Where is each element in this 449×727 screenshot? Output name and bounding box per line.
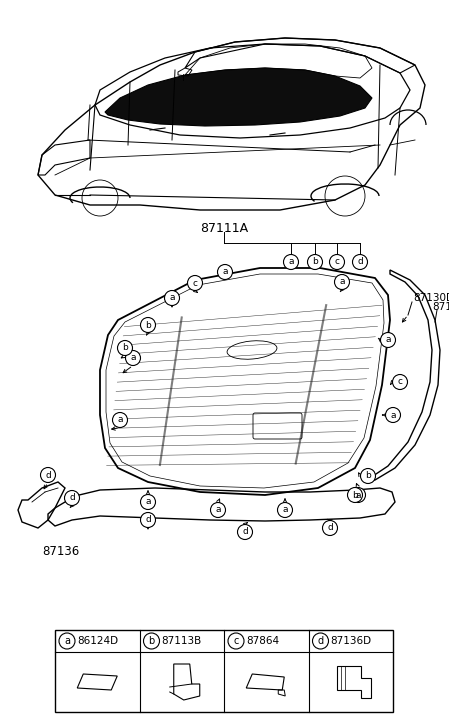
Text: a: a xyxy=(145,497,151,507)
Circle shape xyxy=(330,254,344,270)
Circle shape xyxy=(322,521,338,536)
Circle shape xyxy=(126,350,141,366)
Circle shape xyxy=(335,275,349,289)
Text: b: b xyxy=(145,321,151,329)
Circle shape xyxy=(392,374,408,390)
Text: d: d xyxy=(317,636,324,646)
Text: b: b xyxy=(352,491,358,499)
Text: b: b xyxy=(148,636,154,646)
Circle shape xyxy=(65,491,79,505)
Circle shape xyxy=(238,524,252,539)
Text: 87111A: 87111A xyxy=(200,222,248,235)
Text: 87130D: 87130D xyxy=(413,293,449,303)
Circle shape xyxy=(313,633,329,649)
Text: a: a xyxy=(282,505,288,515)
Circle shape xyxy=(144,633,159,649)
Circle shape xyxy=(211,502,225,518)
Circle shape xyxy=(348,488,362,502)
Polygon shape xyxy=(105,68,372,126)
Text: 87136: 87136 xyxy=(42,545,79,558)
Circle shape xyxy=(228,633,244,649)
Circle shape xyxy=(351,488,365,502)
Text: 86124D: 86124D xyxy=(77,636,118,646)
Text: 87130D: 87130D xyxy=(432,302,449,312)
Circle shape xyxy=(361,468,375,483)
Circle shape xyxy=(118,340,132,356)
Circle shape xyxy=(164,291,180,305)
Circle shape xyxy=(277,502,292,518)
Text: 87113B: 87113B xyxy=(162,636,202,646)
Circle shape xyxy=(141,513,155,528)
Text: d: d xyxy=(242,528,248,537)
Circle shape xyxy=(217,265,233,279)
Text: 87136D: 87136D xyxy=(330,636,372,646)
Text: d: d xyxy=(45,470,51,480)
Text: a: a xyxy=(117,416,123,425)
Text: c: c xyxy=(233,636,239,646)
Text: a: a xyxy=(169,294,175,302)
Circle shape xyxy=(141,494,155,510)
Text: a: a xyxy=(130,353,136,363)
Text: a: a xyxy=(390,411,396,419)
Circle shape xyxy=(59,633,75,649)
Circle shape xyxy=(113,412,128,427)
Circle shape xyxy=(283,254,299,270)
Circle shape xyxy=(308,254,322,270)
Text: c: c xyxy=(397,377,402,387)
Text: d: d xyxy=(145,515,151,524)
Text: c: c xyxy=(335,257,339,267)
Text: a: a xyxy=(385,335,391,345)
Bar xyxy=(55,630,393,712)
Text: a: a xyxy=(222,268,228,276)
Text: c: c xyxy=(193,278,198,287)
Circle shape xyxy=(40,467,56,483)
Text: a: a xyxy=(215,505,221,515)
Text: a: a xyxy=(355,491,361,499)
Circle shape xyxy=(386,408,401,422)
Text: b: b xyxy=(312,257,318,267)
Text: b: b xyxy=(122,343,128,353)
Text: 87864: 87864 xyxy=(246,636,279,646)
Circle shape xyxy=(141,318,155,332)
Text: a: a xyxy=(339,278,345,286)
Text: a: a xyxy=(64,636,70,646)
Text: b: b xyxy=(365,472,371,481)
Text: a: a xyxy=(288,257,294,267)
Text: d: d xyxy=(327,523,333,532)
Circle shape xyxy=(380,332,396,348)
Circle shape xyxy=(352,254,367,270)
Circle shape xyxy=(188,276,202,291)
Text: d: d xyxy=(69,494,75,502)
Text: d: d xyxy=(357,257,363,267)
